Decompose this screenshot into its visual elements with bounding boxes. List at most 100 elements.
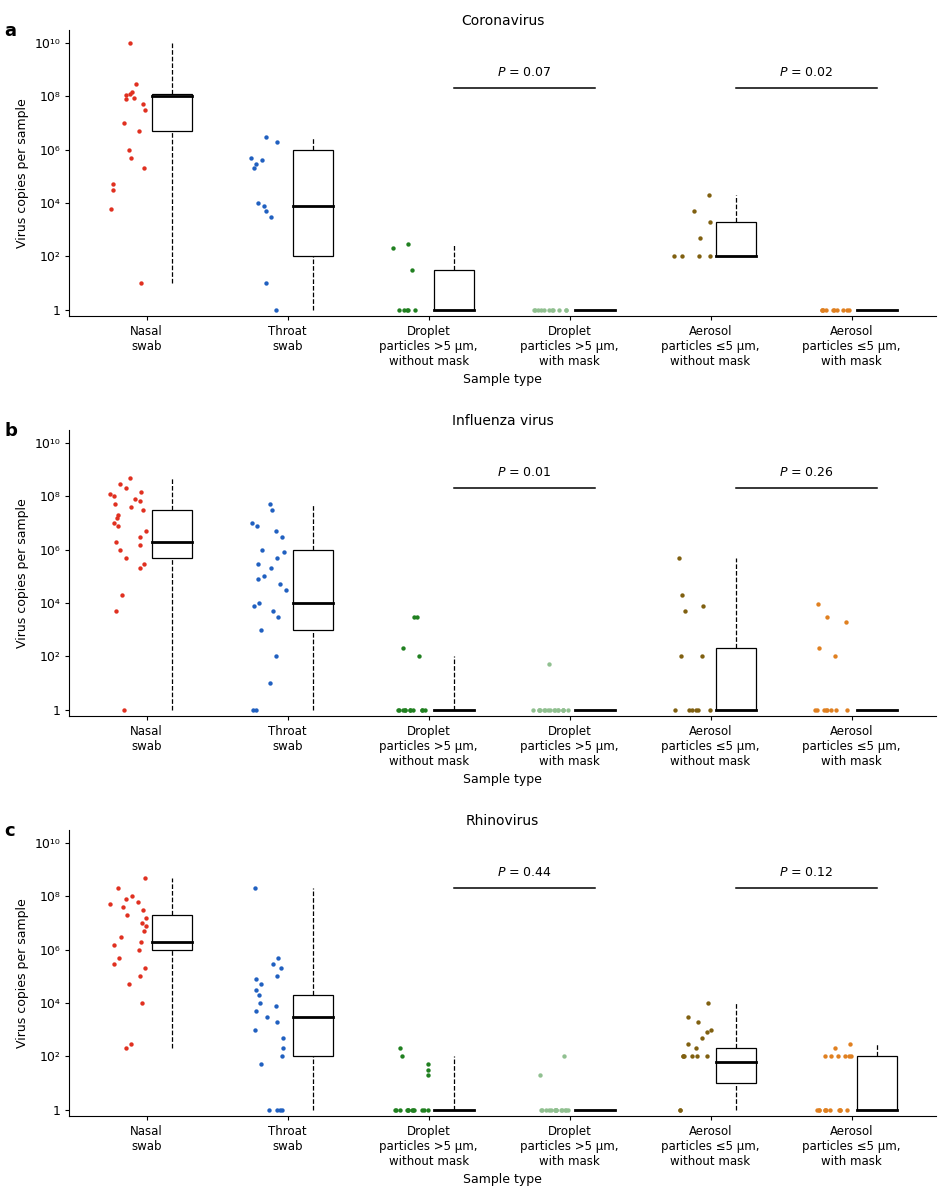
- Point: [250, 193, 265, 212]
- Point: [128, 74, 143, 94]
- Point: [416, 1100, 431, 1120]
- Point: [684, 700, 699, 719]
- Point: [257, 202, 273, 221]
- Point: [551, 300, 566, 319]
- Point: [248, 878, 263, 898]
- Point: [139, 522, 154, 541]
- Point: [674, 247, 690, 266]
- Point: [547, 700, 562, 719]
- Point: [251, 554, 266, 574]
- Point: [815, 300, 830, 319]
- Point: [525, 700, 541, 719]
- Point: [542, 1100, 557, 1120]
- Point: [249, 970, 264, 989]
- Point: [680, 1034, 695, 1054]
- Point: [808, 700, 823, 719]
- Point: [401, 1100, 416, 1120]
- Point: [840, 1100, 855, 1120]
- Point: [119, 1039, 134, 1058]
- Point: [560, 1100, 576, 1120]
- Point: [681, 700, 696, 719]
- Point: [680, 1007, 695, 1026]
- Point: [250, 569, 265, 588]
- Point: [265, 601, 280, 620]
- Point: [139, 916, 154, 935]
- Point: [672, 548, 687, 568]
- Point: [136, 901, 151, 920]
- Point: [839, 612, 854, 631]
- Point: [270, 548, 285, 568]
- Point: [699, 1022, 714, 1042]
- Point: [254, 620, 269, 640]
- Point: [104, 199, 119, 218]
- Point: [407, 300, 422, 319]
- Point: [124, 1034, 139, 1054]
- Point: [253, 974, 268, 994]
- Point: [536, 300, 551, 319]
- Point: [537, 700, 552, 719]
- Point: [270, 607, 285, 626]
- Point: [402, 700, 417, 719]
- Point: [391, 300, 407, 319]
- Point: [118, 889, 133, 908]
- Point: [106, 936, 122, 955]
- Point: [133, 932, 148, 952]
- Point: [116, 898, 131, 917]
- Point: [414, 1100, 429, 1120]
- Point: [842, 1046, 857, 1066]
- Point: [123, 85, 138, 104]
- Point: [269, 522, 284, 541]
- Point: [538, 700, 553, 719]
- Point: [244, 514, 259, 533]
- Point: [243, 148, 258, 167]
- Point: [272, 1100, 287, 1120]
- Point: [276, 1028, 291, 1048]
- Point: [675, 1046, 691, 1066]
- Point: [674, 647, 689, 666]
- Point: [542, 700, 558, 719]
- Point: [818, 1100, 833, 1120]
- Point: [421, 1061, 436, 1080]
- Point: [844, 1046, 859, 1066]
- Point: [270, 967, 285, 986]
- Point: [111, 948, 126, 967]
- Point: [414, 700, 429, 719]
- Point: [262, 494, 277, 514]
- Point: [689, 1039, 704, 1058]
- Point: [690, 1046, 705, 1066]
- Point: [550, 700, 565, 719]
- Point: [559, 1100, 574, 1120]
- Point: [122, 974, 137, 994]
- Point: [116, 700, 131, 719]
- Point: [264, 559, 279, 578]
- Point: [391, 700, 407, 719]
- Point: [388, 1100, 403, 1120]
- Point: [534, 1100, 549, 1120]
- Point: [390, 700, 406, 719]
- Point: [109, 509, 124, 528]
- Title: Rhinovirus: Rhinovirus: [466, 814, 540, 828]
- Point: [702, 212, 717, 232]
- Point: [548, 1100, 563, 1120]
- Point: [684, 1046, 699, 1066]
- Point: [262, 673, 277, 692]
- Point: [133, 491, 148, 510]
- Point: [119, 90, 134, 109]
- Point: [266, 954, 281, 973]
- Point: [400, 234, 415, 253]
- Point: [108, 532, 124, 551]
- Text: $P$ = 0.02: $P$ = 0.02: [779, 66, 834, 79]
- Point: [558, 300, 573, 319]
- Point: [673, 1100, 688, 1120]
- Point: [132, 535, 147, 554]
- Point: [258, 274, 274, 293]
- Point: [106, 514, 122, 533]
- Point: [249, 1002, 264, 1021]
- Point: [686, 202, 701, 221]
- Point: [103, 485, 118, 504]
- Point: [830, 1046, 846, 1066]
- Point: [105, 175, 121, 194]
- Point: [252, 594, 267, 613]
- Point: [833, 1100, 848, 1120]
- Bar: [294, 550, 332, 630]
